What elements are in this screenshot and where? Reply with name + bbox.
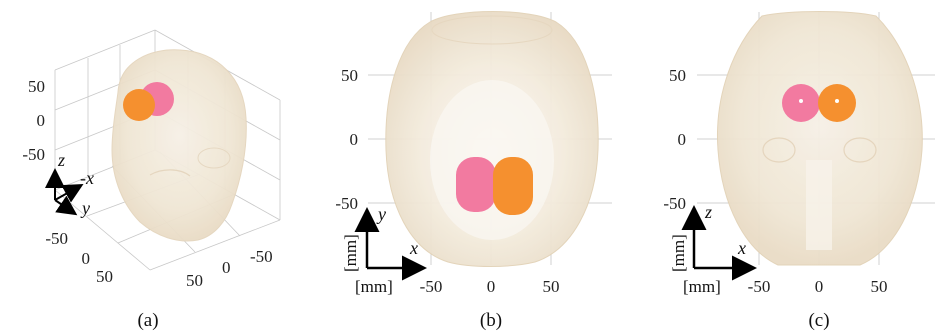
panel-b-xtick-1: 0: [487, 277, 496, 296]
panel-a-ztick-2: -50: [22, 145, 45, 164]
panel-c-nose: [806, 160, 832, 250]
panel-a-ltick-2: 50: [96, 267, 113, 286]
panel-b-axis-arrows: y x [mm] [mm]: [341, 204, 427, 296]
panel-b-head-inner: [430, 80, 554, 240]
panel-a-head-eye: [197, 147, 231, 169]
panel-b-xtick-0: -50: [420, 277, 443, 296]
panel-a-rtick-2: -50: [250, 247, 273, 266]
panel-c: 50 0 -50 -50 0 50 z x [mm] [mm] (c): [663, 11, 935, 331]
panel-c-axis-arrows: z x [mm] [mm]: [669, 202, 757, 296]
panel-a-ztick-0: 50: [28, 77, 45, 96]
panel-c-unit-horizontal: [mm]: [683, 277, 721, 296]
panel-a-rtick-0: 50: [186, 271, 203, 290]
panel-a-ztick-1: 0: [37, 111, 46, 130]
panel-c-unit-vertical: [mm]: [669, 234, 688, 272]
panel-b-xtick-2: 50: [543, 277, 560, 296]
panel-c-x-label: x: [737, 238, 746, 258]
panel-c-ytick-2: -50: [663, 194, 686, 213]
panel-c-xtick-2: 50: [871, 277, 888, 296]
panel-b-unit-vertical: [mm]: [341, 234, 360, 272]
panel-b-pink-column: [456, 157, 496, 212]
panel-b-unit-horizontal: [mm]: [355, 277, 393, 296]
panel-c-xtick-0: -50: [748, 277, 771, 296]
panel-c-ytick-0: 50: [669, 66, 686, 85]
panel-a-ltick-1: 0: [82, 249, 91, 268]
panel-c-pink-center: [799, 99, 803, 103]
panel-a-y-label: y: [80, 198, 90, 218]
panel-a-head: [111, 49, 247, 242]
panel-a-head-feature: [149, 169, 191, 177]
panel-a-rtick-1: 0: [222, 258, 231, 277]
panel-c-eye-right: [843, 137, 877, 163]
panel-a: 50 0 -50 -50 0 50 50 0 -50 z -x y (a): [22, 29, 281, 331]
panel-b-y-label: y: [376, 204, 386, 224]
panel-c-xtick-1: 0: [815, 277, 824, 296]
panel-c-orange-center: [835, 99, 839, 103]
panel-b-x-label: x: [409, 238, 418, 258]
panel-a-z-label: z: [57, 150, 65, 170]
panel-c-caption: (c): [808, 310, 829, 331]
panel-b-caption: (b): [480, 310, 502, 331]
panel-a-x-label: -x: [80, 168, 94, 188]
panel-a-ltick-0: -50: [45, 229, 68, 248]
panel-b-ytick-0: 50: [341, 66, 358, 85]
panel-a-axis-triad: z -x y: [45, 150, 94, 218]
panel-c-eye-left: [762, 137, 796, 163]
panel-c-head: [716, 11, 923, 266]
panel-b-orange-column: [493, 157, 533, 215]
panel-c-ytick-1: 0: [678, 130, 687, 149]
panel-a-caption: (a): [137, 310, 158, 331]
panel-c-z-label: z: [704, 202, 712, 222]
panel-b-ytick-2: -50: [335, 194, 358, 213]
panel-b-head-top: [431, 15, 553, 45]
panel-a-orange-sphere: [123, 89, 155, 121]
panel-b: 50 0 -50 -50 0 50 y x [mm] [mm] (b): [335, 11, 612, 331]
panel-b-ytick-1: 0: [350, 130, 359, 149]
